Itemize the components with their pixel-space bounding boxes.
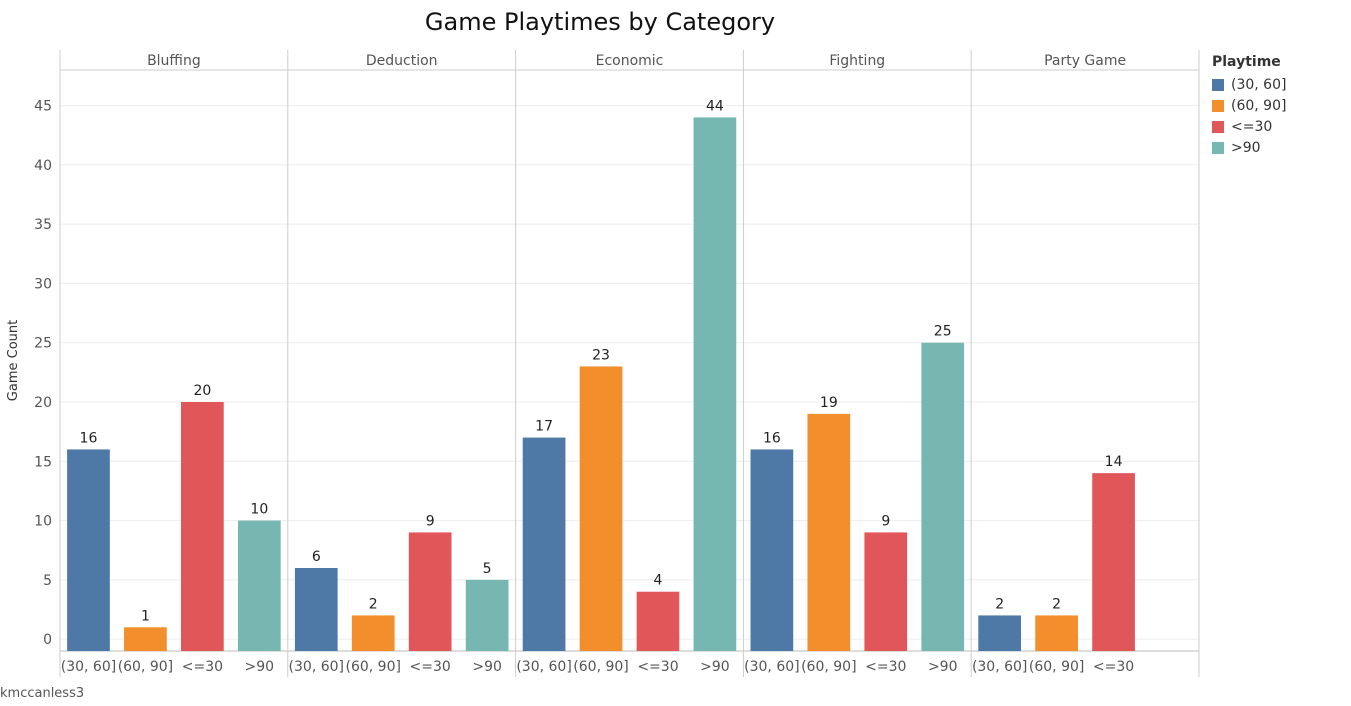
legend-label: (30, 60]: [1231, 76, 1287, 93]
bar: [408, 532, 452, 651]
legend-swatch: [1212, 120, 1224, 133]
bar: [750, 449, 794, 651]
y-tick-label: 30: [34, 276, 52, 292]
legend-swatch: [1212, 99, 1224, 112]
bar: [67, 449, 110, 651]
y-tick-label: 45: [34, 99, 52, 115]
chart-title: Game Playtimes by Category: [424, 8, 776, 36]
bar-value-label: 17: [535, 419, 553, 435]
y-tick-label: 40: [34, 158, 52, 174]
bar-value-label: 9: [881, 513, 890, 529]
bar-value-label: 2: [995, 596, 1004, 612]
x-tick-label: (60, 90]: [801, 659, 856, 675]
panel-header: Economic: [596, 53, 664, 69]
x-tick-label: <=30: [1093, 659, 1134, 675]
y-tick-label: 25: [34, 336, 52, 352]
bar: [693, 117, 737, 651]
bar: [921, 342, 965, 651]
y-tick-label: 0: [43, 632, 52, 648]
bar: [237, 520, 281, 651]
bar: [124, 627, 167, 651]
bar-value-label: 10: [250, 502, 268, 518]
y-tick-label: 5: [43, 573, 52, 589]
x-tick-label: (30, 60]: [516, 659, 571, 675]
legend-swatch: [1212, 141, 1224, 154]
bar-value-label: 4: [654, 573, 663, 589]
bar-value-label: 1: [141, 608, 150, 624]
legend-label: <=30: [1231, 118, 1273, 135]
bar: [351, 615, 395, 651]
x-tick-label: >90: [472, 659, 502, 675]
bar-value-label: 16: [763, 430, 781, 446]
bar: [807, 413, 851, 651]
bar-value-label: 25: [934, 324, 952, 340]
panel-header: Bluffing: [147, 53, 201, 69]
bar: [1092, 473, 1135, 651]
y-tick-label: 35: [34, 217, 52, 233]
bar: [465, 579, 509, 651]
legend-label: (60, 90]: [1231, 97, 1287, 114]
x-tick-label: <=30: [410, 659, 451, 675]
x-tick-label: (30, 60]: [744, 659, 799, 675]
bar-value-label: 16: [80, 430, 98, 446]
bar-value-label: 2: [369, 596, 378, 612]
x-tick-label: >90: [928, 659, 958, 675]
bar-value-label: 44: [706, 98, 724, 114]
bar: [522, 437, 566, 651]
x-tick-label: (30, 60]: [289, 659, 344, 675]
x-tick-label: <=30: [865, 659, 906, 675]
legend-item[interactable]: (60, 90]: [1212, 95, 1286, 116]
x-tick-label: (60, 90]: [118, 659, 173, 675]
legend-item[interactable]: (30, 60]: [1212, 74, 1286, 95]
panel-header: Deduction: [366, 53, 438, 69]
bar-value-label: 9: [426, 513, 435, 529]
bar: [636, 591, 680, 651]
legend-label: >90: [1231, 139, 1261, 156]
x-tick-label: >90: [245, 659, 275, 675]
x-tick-label: (60, 90]: [1029, 659, 1084, 675]
bar: [1035, 615, 1078, 651]
legend-item[interactable]: >90: [1212, 137, 1286, 158]
panel-header: Party Game: [1044, 53, 1126, 69]
x-tick-label: >90: [700, 659, 730, 675]
x-tick-label: (30, 60]: [972, 659, 1027, 675]
x-tick-label: <=30: [182, 659, 223, 675]
bar-value-label: 5: [483, 561, 492, 577]
legend-title: Playtime: [1212, 54, 1281, 70]
bar: [864, 532, 908, 651]
author-credit: kmccanless3: [0, 686, 85, 701]
panel-header: Fighting: [829, 53, 885, 69]
legend: Playtime (30, 60] (60, 90] <=30 >90: [1212, 54, 1286, 158]
x-tick-label: (60, 90]: [345, 659, 400, 675]
y-tick-label: 20: [34, 395, 52, 411]
bar-value-label: 14: [1105, 454, 1123, 470]
bar: [978, 615, 1022, 651]
x-tick-label: (60, 90]: [573, 659, 628, 675]
y-axis-label: Game Count: [6, 320, 21, 401]
x-tick-label: <=30: [637, 659, 678, 675]
bar-value-label: 19: [820, 395, 838, 411]
y-tick-label: 15: [34, 454, 52, 470]
bar-value-label: 20: [193, 383, 211, 399]
bar-value-label: 2: [1052, 596, 1061, 612]
bar: [294, 568, 338, 651]
bar: [579, 366, 623, 651]
bar-value-label: 23: [592, 347, 610, 363]
y-tick-label: 10: [34, 514, 52, 530]
legend-item[interactable]: <=30: [1212, 116, 1286, 137]
x-tick-label: (30, 60]: [61, 659, 116, 675]
legend-swatch: [1212, 78, 1224, 91]
bar-value-label: 6: [312, 549, 321, 565]
bar: [181, 402, 224, 651]
